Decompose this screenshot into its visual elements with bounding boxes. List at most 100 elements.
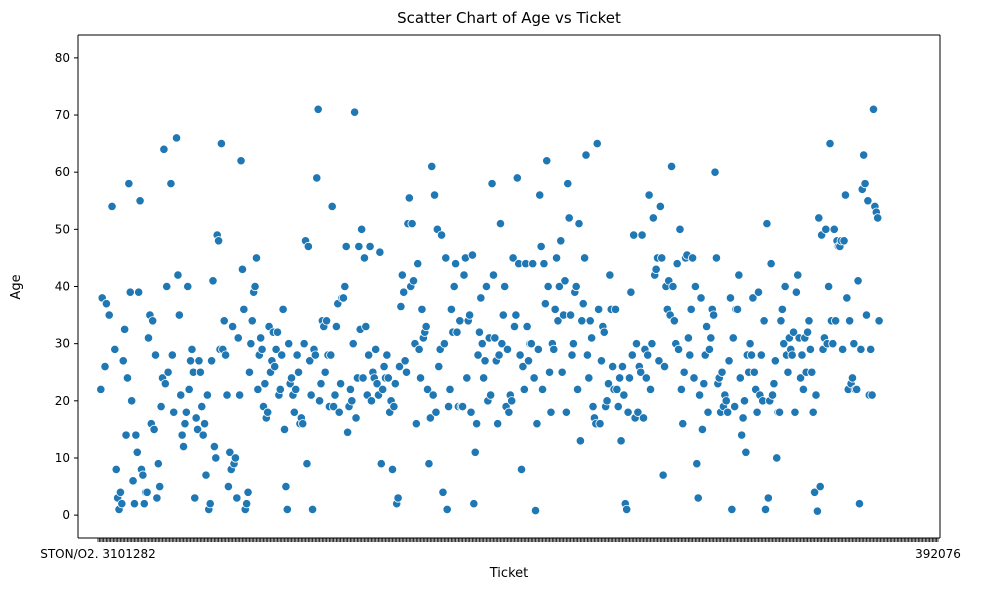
y-tick-label: 50 xyxy=(55,222,70,236)
data-point xyxy=(198,430,208,440)
data-point xyxy=(303,241,313,252)
data-point xyxy=(724,356,734,366)
data-point xyxy=(281,481,291,492)
y-tick-label: 70 xyxy=(55,108,70,122)
data-point xyxy=(845,316,855,326)
data-point xyxy=(167,350,177,360)
data-point xyxy=(473,350,483,360)
data-point xyxy=(166,179,176,189)
data-point xyxy=(572,384,583,394)
data-point xyxy=(180,419,190,429)
data-point xyxy=(257,344,267,354)
data-point xyxy=(100,361,110,372)
data-point xyxy=(735,373,745,383)
data-point xyxy=(225,447,235,457)
data-point xyxy=(96,384,106,394)
data-point xyxy=(118,356,128,366)
data-point xyxy=(500,281,510,292)
data-point xyxy=(690,281,700,292)
data-point xyxy=(776,316,786,326)
data-point xyxy=(721,396,731,406)
data-point xyxy=(599,327,609,337)
data-point xyxy=(364,350,374,360)
data-point xyxy=(197,401,207,412)
data-point xyxy=(487,179,497,189)
data-point xyxy=(312,173,322,183)
data-point xyxy=(328,401,339,412)
data-point xyxy=(516,464,527,475)
data-point xyxy=(812,506,822,516)
data-point xyxy=(488,270,499,280)
data-point xyxy=(184,384,194,394)
data-point xyxy=(560,276,570,286)
data-point xyxy=(143,333,154,343)
data-point xyxy=(539,259,549,269)
data-point xyxy=(762,219,772,229)
data-point xyxy=(244,367,255,377)
data-point xyxy=(854,499,865,509)
data-point xyxy=(613,401,623,412)
data-point xyxy=(745,339,755,349)
data-point xyxy=(278,304,288,314)
data-point xyxy=(760,504,771,515)
data-point xyxy=(131,430,141,440)
data-point xyxy=(316,379,326,389)
data-point xyxy=(863,196,873,206)
data-point xyxy=(686,304,696,314)
data-point xyxy=(354,241,364,252)
data-point xyxy=(676,384,686,394)
data-point xyxy=(672,259,682,269)
data-point xyxy=(246,339,256,349)
data-point xyxy=(125,287,135,297)
data-point xyxy=(327,201,337,212)
data-point xyxy=(519,384,529,394)
data-point xyxy=(104,310,114,320)
data-point xyxy=(159,144,169,154)
data-point xyxy=(178,441,189,452)
data-point xyxy=(497,339,507,349)
data-point xyxy=(753,287,764,297)
data-point xyxy=(313,104,323,114)
data-point xyxy=(306,390,316,400)
data-point xyxy=(228,321,238,332)
data-point xyxy=(668,281,678,292)
data-point xyxy=(637,230,647,240)
data-point xyxy=(537,384,548,394)
data-point xyxy=(177,430,187,440)
data-point xyxy=(585,316,595,326)
data-point xyxy=(115,487,126,497)
data-point xyxy=(222,390,232,400)
data-point xyxy=(522,321,532,332)
data-point xyxy=(526,339,536,349)
data-point xyxy=(414,344,424,354)
data-point xyxy=(802,327,813,337)
data-point xyxy=(142,487,152,497)
data-point xyxy=(787,350,797,360)
data-point xyxy=(129,499,140,509)
data-point xyxy=(550,304,560,314)
data-point xyxy=(737,430,747,440)
data-point xyxy=(515,350,525,360)
data-point xyxy=(171,133,182,143)
data-point xyxy=(655,201,665,212)
data-point xyxy=(788,327,799,337)
data-point xyxy=(404,193,414,203)
data-point xyxy=(495,219,506,229)
data-point xyxy=(139,499,149,509)
data-point xyxy=(439,339,449,349)
data-point xyxy=(408,276,419,286)
data-point xyxy=(372,379,382,389)
data-point xyxy=(330,390,340,400)
data-point xyxy=(568,339,578,349)
data-point xyxy=(574,219,584,229)
data-point xyxy=(602,396,612,406)
data-point xyxy=(578,299,588,309)
data-point xyxy=(490,333,500,343)
data-point xyxy=(174,310,184,320)
data-point xyxy=(873,213,883,223)
data-point xyxy=(675,224,685,234)
data-point xyxy=(160,379,170,389)
data-point xyxy=(219,316,229,326)
data-point xyxy=(481,281,492,292)
data-point xyxy=(842,293,852,303)
